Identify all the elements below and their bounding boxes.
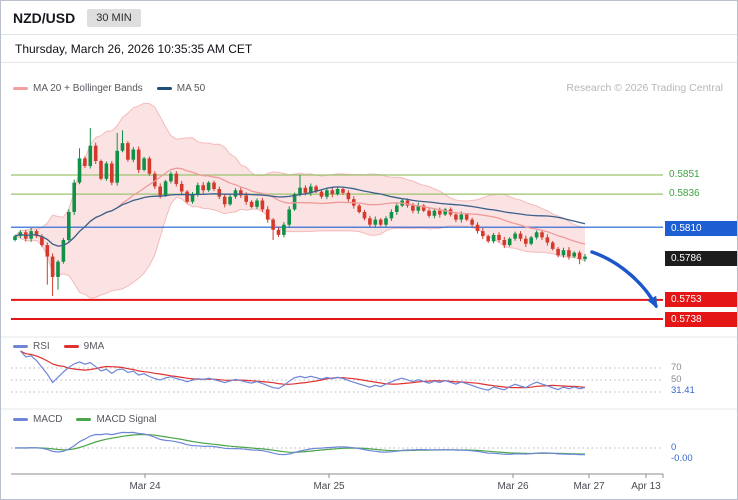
rsi-legend: RSI 9MA xyxy=(13,341,118,352)
rsi-9ma-swatch xyxy=(63,345,79,348)
x-axis-label: Mar 24 xyxy=(129,481,161,492)
legend-item-macd: MACD xyxy=(13,414,62,425)
legend-item-9ma: 9MA xyxy=(63,341,105,352)
support-level-badge-0-5753: 0.5753 xyxy=(665,292,737,307)
legend-item-macd-signal: MACD Signal xyxy=(76,414,156,425)
macd-line xyxy=(14,431,585,456)
bollinger-band xyxy=(14,102,586,299)
rsi-axis-label-50: 50 xyxy=(671,374,682,385)
macd-zero-label: 0 xyxy=(671,442,677,453)
rsi-gridlines xyxy=(11,367,663,393)
legend-label-ma20-bollinger: MA 20 + Bollinger Bands xyxy=(33,83,143,94)
rsi-line xyxy=(19,350,586,391)
legend-item-rsi: RSI xyxy=(13,341,50,352)
rsi-current-value: 31.41 xyxy=(671,385,695,396)
datetime: Thursday, March 26, 2026 10:35:35 AM CET xyxy=(1,35,737,63)
x-axis-label: Mar 26 xyxy=(497,481,529,492)
macd-swatch xyxy=(13,418,28,421)
support-level-badge-0-5738: 0.5738 xyxy=(665,312,737,327)
legend-item-ma20-bollinger: MA 20 + Bollinger Bands xyxy=(13,83,143,94)
rsi-axis-label-70: 70 xyxy=(671,362,682,373)
pivot-level-badge: 0.5810 xyxy=(665,221,737,236)
timeframe-badge[interactable]: 30 MIN xyxy=(87,8,141,27)
header: NZD/USD 30 MIN xyxy=(1,1,737,35)
legend-label-9ma: 9MA xyxy=(83,341,105,352)
x-axis-label: Mar 25 xyxy=(313,481,345,492)
attribution: Research © 2026 Trading Central xyxy=(566,82,723,94)
ma20-bollinger-swatch xyxy=(13,87,28,90)
resistance-level-label-0-5836: 0.5836 xyxy=(669,188,700,199)
x-axis: Mar 24 Mar 25 Mar 26 Mar 27 Apr 13 xyxy=(11,473,664,492)
trend-arrow xyxy=(590,250,658,309)
x-axis-label: Mar 27 xyxy=(573,481,605,492)
resistance-level-label-0-5851: 0.5851 xyxy=(669,169,700,180)
level-lines xyxy=(11,174,663,320)
rsi-swatch xyxy=(13,345,28,348)
legend-label-rsi: RSI xyxy=(33,341,50,352)
legend-label-macd-signal: MACD Signal xyxy=(96,414,157,425)
ma50-swatch xyxy=(156,87,172,90)
pair-title: NZD/USD xyxy=(13,9,76,26)
macd-current-value: -0.00 xyxy=(671,453,693,464)
x-axis-label: Apr 13 xyxy=(631,481,661,492)
rsi-ma-line xyxy=(20,350,586,389)
ma50-line xyxy=(14,186,586,247)
macd-legend: MACD MACD Signal xyxy=(13,414,170,425)
legend-label-ma50: MA 50 xyxy=(176,83,206,94)
last-price-badge: 0.5786 xyxy=(665,251,737,266)
legend-item-ma50: MA 50 xyxy=(156,83,206,94)
macd-signal-line xyxy=(15,433,586,455)
legend-label-macd: MACD xyxy=(33,414,63,425)
panel-separators xyxy=(1,336,737,410)
candlesticks xyxy=(13,127,587,297)
main-chart-legend: MA 20 + Bollinger Bands MA 50 xyxy=(13,83,219,94)
macd-signal-swatch xyxy=(76,418,92,421)
